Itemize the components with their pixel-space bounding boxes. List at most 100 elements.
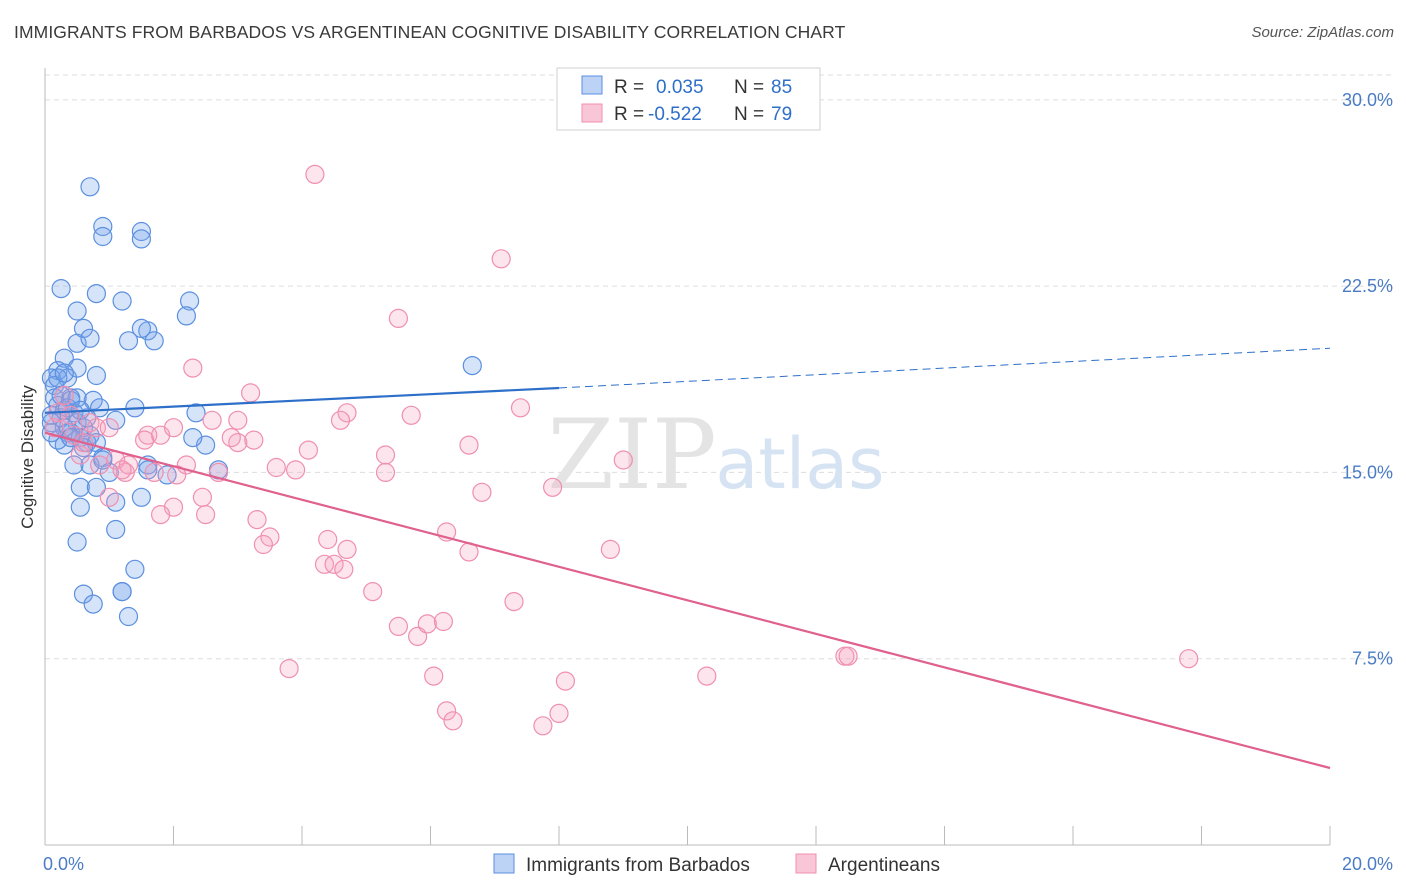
argentinean-point xyxy=(144,462,164,482)
argentinean-point xyxy=(241,383,261,403)
argentinean-point xyxy=(228,410,248,430)
legend-r-value-1: 0.035 xyxy=(656,77,704,98)
watermark-atlas: atlas xyxy=(715,423,884,505)
x-tick-label-left: 0.0% xyxy=(43,854,84,874)
barbados-point xyxy=(86,365,107,386)
legend-swatch-blue xyxy=(581,75,603,95)
argentinean-point xyxy=(504,591,524,612)
barbados-point xyxy=(89,398,110,418)
argentinean-point xyxy=(318,529,338,550)
argentinean-point xyxy=(337,403,357,423)
argentinean-point xyxy=(510,398,531,418)
barbados-point xyxy=(131,229,151,249)
argentinean-point xyxy=(375,462,396,482)
barbados-point xyxy=(106,410,126,430)
legend-n-label-1: N = xyxy=(734,77,764,98)
barbados-point xyxy=(73,584,94,604)
argentinean-point xyxy=(542,477,563,497)
argentinean-point xyxy=(202,410,222,430)
barbados-point xyxy=(125,559,145,579)
argentinean-point xyxy=(1179,649,1199,669)
barbados-point xyxy=(93,226,113,247)
trend-lines xyxy=(44,347,1331,770)
tick-labels: 7.5% 15.0% 22.5% 30.0% 0.0% 20.0% xyxy=(43,90,1393,874)
y-axis-title: Cognitive Disability xyxy=(18,385,37,529)
y-tick-label: 15.0% xyxy=(1342,462,1393,482)
barbados-point xyxy=(64,455,84,475)
argentinean-point xyxy=(151,504,171,525)
legend-series-name-1: Immigrants from Barbados xyxy=(526,855,750,876)
barbados-point xyxy=(118,606,139,627)
legend-swatch-pink xyxy=(581,103,603,123)
argentinean-point xyxy=(613,450,633,470)
argentinean-point xyxy=(247,509,267,530)
trend-line-argentineans xyxy=(44,431,1331,770)
argentinean-point xyxy=(472,482,492,502)
argentinean-point xyxy=(221,428,241,448)
x-tick-label-right: 20.0% xyxy=(1342,854,1393,874)
barbados-point xyxy=(183,428,203,448)
argentinean-point xyxy=(253,534,273,555)
argentinean-point xyxy=(266,457,286,478)
barbados-point xyxy=(54,348,74,368)
argentinean-point xyxy=(424,666,444,686)
barbados-point xyxy=(131,318,151,338)
argentinean-point xyxy=(99,487,119,507)
argentinean-point xyxy=(363,581,383,602)
legend-n-value-2: 79 xyxy=(771,104,792,125)
argentinean-point xyxy=(417,614,437,634)
argentinean-point xyxy=(44,418,65,438)
series-argentineans-points xyxy=(44,164,1199,736)
watermark-zip: ZIP xyxy=(547,399,716,511)
barbados-point xyxy=(67,532,87,552)
legend-bottom-swatch-pink xyxy=(795,853,817,874)
legend-bottom-swatch-blue xyxy=(493,853,515,874)
barbados-point xyxy=(86,284,107,304)
barbados-point xyxy=(86,477,107,497)
argentinean-point xyxy=(163,418,184,438)
argentinean-point xyxy=(401,405,421,425)
legend-r-value-2: -0.522 xyxy=(648,104,702,125)
barbados-point xyxy=(80,328,100,348)
argentinean-point xyxy=(334,559,354,579)
argentinean-point xyxy=(135,430,155,450)
trend-line-barbados-extension xyxy=(558,347,1331,389)
barbados-point xyxy=(131,487,151,507)
y-tick-label: 22.5% xyxy=(1342,276,1393,296)
trend-line-barbados xyxy=(44,386,560,414)
argentinean-point xyxy=(388,308,408,328)
argentinean-point xyxy=(70,445,90,465)
argentinean-point xyxy=(388,616,408,637)
legend-n-label-2: N = xyxy=(734,104,764,125)
grid-lines xyxy=(45,74,1392,660)
barbados-point xyxy=(83,594,103,614)
barbados-point xyxy=(93,216,113,237)
barbados-point xyxy=(67,358,87,378)
argentinean-point xyxy=(196,504,216,525)
argentinean-point xyxy=(324,554,344,574)
argentinean-point xyxy=(314,554,335,574)
barbados-point xyxy=(51,279,71,299)
argentinean-point xyxy=(183,358,203,378)
argentinean-point xyxy=(298,440,318,460)
argentinean-point xyxy=(54,385,74,405)
argentinean-point xyxy=(337,539,357,560)
argentinean-point xyxy=(286,460,306,480)
argentinean-point xyxy=(89,455,110,475)
argentinean-point xyxy=(279,658,299,679)
barbados-point xyxy=(112,581,132,602)
barbados-point xyxy=(186,403,206,423)
legend-r-label-1: R = xyxy=(614,77,644,98)
argentinean-point xyxy=(167,465,187,485)
axes xyxy=(44,68,1331,846)
y-tick-label: 7.5% xyxy=(1352,649,1393,669)
barbados-point xyxy=(70,497,90,517)
argentinean-point xyxy=(99,418,119,438)
argentinean-point xyxy=(555,671,576,691)
argentinean-point xyxy=(305,164,325,184)
argentinean-point xyxy=(192,487,212,507)
argentinean-point xyxy=(533,716,553,736)
barbados-point xyxy=(67,301,87,321)
argentinean-point xyxy=(375,445,396,465)
